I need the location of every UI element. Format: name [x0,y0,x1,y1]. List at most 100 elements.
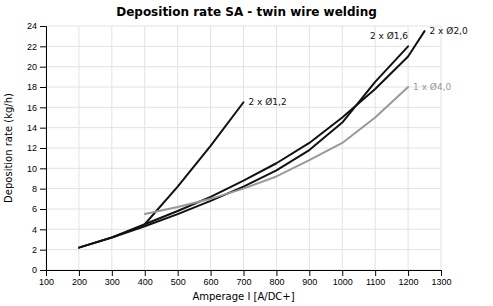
tick-mark [40,46,46,47]
grid-line [46,148,441,149]
chart: Deposition rate SA - twin wire welding 10… [0,0,493,306]
tick-label: 12 [27,143,37,153]
tick-mark [40,250,46,251]
tick-mark [244,270,245,276]
tick-mark [40,168,46,169]
tick: 1000 [333,270,353,287]
tick-label: 2 [32,245,37,255]
tick-label: 800 [269,277,284,287]
tick-mark [145,270,146,276]
plot: 1002003004005006007008009001000110012001… [27,21,468,287]
tick-label: 700 [236,277,251,287]
tick: 400 [138,270,153,287]
tick: 1200 [399,270,419,287]
tick-mark [40,148,46,149]
tick: 20 [27,62,46,72]
tick: 22 [27,42,46,52]
tick-mark [276,270,277,276]
tick: 1300 [431,270,451,287]
tick: 500 [171,270,186,287]
tick-mark [441,270,442,276]
tick-label: 4 [32,225,37,235]
tick-mark [40,107,46,108]
tick: 1100 [366,270,385,287]
y-axis: 024681012141618202224 [27,21,47,275]
tick-label: 8 [32,184,37,194]
tick: 100 [39,270,54,287]
tick-label: 500 [171,277,186,287]
tick-mark [40,26,46,27]
tick-label: 400 [138,277,153,287]
grid-line [46,26,441,27]
tick-mark [40,67,46,68]
tick: 200 [72,270,87,287]
grid-line [46,249,441,250]
tick-mark [309,270,310,276]
grid-line [46,209,441,210]
line-label: 2 x Ø2,0 [430,26,468,36]
tick: 10 [27,164,46,174]
tick: 2 [32,245,46,255]
tick-label: 1200 [399,277,419,287]
tick: 900 [302,270,317,287]
line [145,102,244,224]
tick-label: 24 [27,21,37,31]
tick-label: 1000 [333,277,353,287]
tick-label: 0 [32,265,37,275]
tick-mark [211,270,212,276]
grid-line [46,168,441,169]
grid-line [46,87,441,88]
lines [79,31,425,248]
line [79,46,408,247]
tick-label: 300 [105,277,120,287]
tick: 800 [269,270,284,287]
x-axis: 100 200 300 400 500 600 700 800 900 1000 1100 1200 1… [39,270,452,287]
tick: 12 [27,143,46,153]
title: Deposition rate SA - twin wire welding [116,5,377,19]
tick-mark [40,209,46,210]
tick-mark [408,270,409,276]
grid-line [46,107,441,108]
tick-mark [112,270,113,276]
axis-line [40,27,47,271]
line-label: 1 x Ø4,0 [413,82,451,92]
tick-label: 6 [32,204,37,214]
tick: 4 [32,225,46,235]
tick-mark [375,270,376,276]
line-label: 2 x Ø1,6 [370,31,408,41]
tick-label: 18 [27,82,37,92]
tick-mark [342,270,343,276]
tick-label: 1300 [431,277,451,287]
line-labels: 2 x Ø1,2 2 x Ø1,6 2 x Ø2,0 1 x Ø4,0 [249,26,468,107]
tick-mark [40,270,46,271]
tick-label: 100 [39,277,54,287]
grid-line [46,127,441,128]
axis-line [47,271,442,277]
tick-mark [40,189,46,190]
tick: 24 [27,21,46,31]
tick: 14 [27,123,46,133]
tick: 300 [105,270,120,287]
y-axis-title: Deposition rate (kg/h) [3,93,14,203]
line [145,87,408,214]
tick-mark [40,87,46,88]
tick: 16 [27,103,46,113]
tick-mark [40,128,46,129]
tick-label: 14 [27,123,37,133]
tick: 700 [236,270,251,287]
tick-label: 1100 [366,277,385,287]
grid-line [46,66,441,67]
line [79,31,425,248]
tick-mark [79,270,80,276]
tick-mark [178,270,179,276]
x-axis-title: Amperage I [A/DC+] [192,291,294,302]
grid [46,26,441,270]
tick-label: 20 [27,62,37,72]
tick-mark [40,229,46,230]
tick: 18 [27,82,46,92]
line-label: 2 x Ø1,2 [249,97,287,107]
tick: 600 [204,270,219,287]
grid-line [46,46,441,47]
tick-label: 10 [27,164,37,174]
tick: 0 [32,265,46,275]
